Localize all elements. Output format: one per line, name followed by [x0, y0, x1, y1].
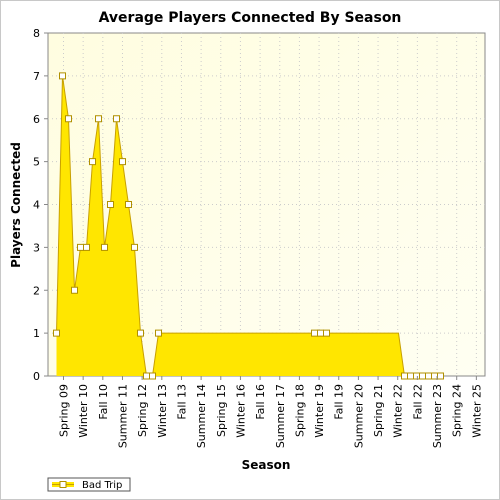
legend-label: Bad Trip — [82, 480, 122, 491]
series-line — [56, 75, 441, 377]
data-point — [95, 115, 102, 123]
x-tick-label: Spring 24 — [451, 384, 464, 437]
y-axis-label: Players Connected — [9, 142, 23, 268]
data-point — [437, 372, 444, 380]
area-layer — [56, 75, 441, 377]
x-tick-label: Winter 16 — [234, 384, 247, 438]
y-tick-label: 5 — [33, 156, 40, 169]
chart-title: Average Players Connected By Season — [99, 10, 402, 26]
data-point — [107, 201, 114, 208]
legend-marker — [59, 481, 67, 488]
x-tick-label: Winter 25 — [470, 384, 483, 438]
x-tick-label: Spring 09 — [58, 384, 71, 437]
x-tick-label: Fall 22 — [411, 384, 424, 420]
y-tick-label: 0 — [33, 370, 40, 383]
data-point — [83, 243, 90, 251]
series-area — [56, 75, 441, 376]
data-point — [149, 372, 156, 380]
x-axis-label: Season — [242, 458, 291, 472]
x-axis-ticks: Spring 09 Winter 10 Fall 10 Summer 11 Spring… — [58, 376, 483, 448]
data-point — [59, 72, 66, 80]
data-point — [143, 372, 150, 380]
x-tick-label: Fall 13 — [175, 384, 188, 420]
data-point — [125, 201, 132, 208]
x-tick-label: Fall 16 — [254, 384, 267, 420]
data-point — [413, 372, 420, 380]
data-point — [113, 115, 120, 123]
data-point — [119, 158, 126, 166]
x-tick-label: Winter 10 — [77, 384, 90, 438]
data-point — [65, 115, 72, 123]
x-tick-label: Spring 18 — [293, 384, 306, 437]
legend-box — [47, 477, 131, 492]
data-point — [311, 329, 318, 337]
x-tick-label: Fall 19 — [333, 384, 346, 420]
data-point — [137, 329, 144, 337]
x-tick-label: Spring 21 — [372, 384, 385, 437]
data-point — [323, 329, 330, 337]
x-tick-label: Summer 14 — [195, 384, 208, 448]
x-tick-label: Winter 13 — [156, 384, 169, 438]
data-point — [401, 372, 408, 380]
legend: Bad Trip — [47, 477, 131, 492]
data-point — [155, 329, 162, 337]
y-tick-label: 7 — [33, 70, 40, 83]
y-tick-label: 1 — [33, 327, 40, 340]
x-tick-label: Spring 12 — [136, 384, 149, 437]
x-tick-label: Spring 15 — [215, 384, 228, 437]
data-point — [89, 158, 96, 166]
x-tick-label: Summer 17 — [274, 384, 287, 448]
data-point — [101, 243, 108, 251]
data-point — [71, 286, 78, 294]
data-point — [419, 372, 426, 380]
y-tick-label: 2 — [33, 284, 40, 297]
data-point — [407, 372, 414, 380]
data-point — [425, 372, 432, 380]
x-tick-label: Summer 11 — [116, 384, 129, 448]
y-tick-label: 6 — [33, 113, 40, 126]
data-point — [53, 329, 60, 337]
y-tick-label: 8 — [33, 27, 40, 40]
x-tick-label: Summer 20 — [352, 384, 365, 448]
y-axis-ticks: 0 1 2 3 4 5 6 7 8 — [33, 27, 48, 383]
y-tick-label: 3 — [33, 241, 40, 254]
x-tick-label: Summer 23 — [431, 384, 444, 448]
data-point — [77, 243, 84, 251]
data-point — [317, 329, 324, 337]
data-point — [131, 243, 138, 251]
x-tick-label: Fall 10 — [97, 384, 110, 420]
x-tick-label: Winter 19 — [313, 384, 326, 438]
x-tick-label: Winter 22 — [392, 384, 405, 438]
y-tick-label: 4 — [33, 199, 40, 212]
